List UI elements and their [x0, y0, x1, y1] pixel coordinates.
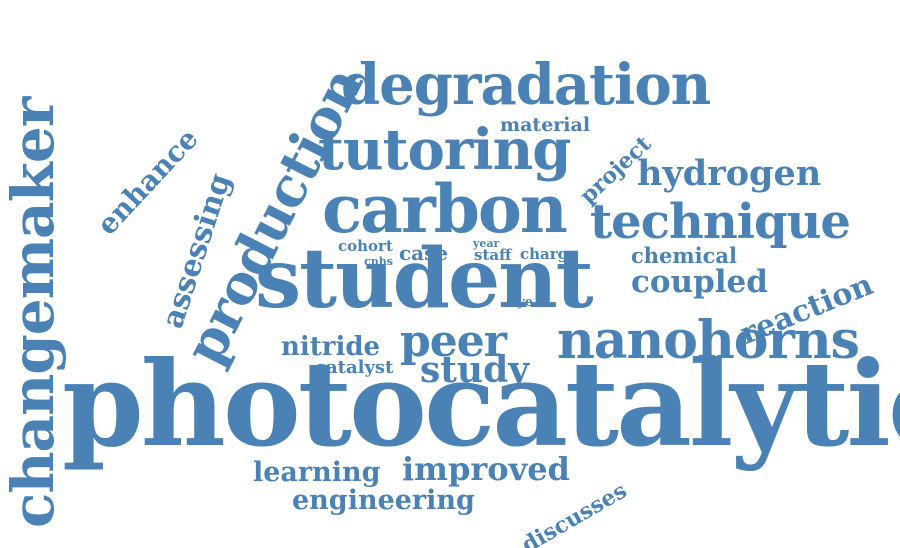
word-student: student: [255, 231, 594, 327]
word-chemical: chemical: [631, 243, 737, 268]
word-learning: learning: [253, 457, 381, 488]
word-charge: charge: [520, 245, 578, 263]
word-peer: peer: [400, 316, 507, 367]
word-engineering: engineering: [292, 485, 475, 516]
word-improved: improved: [402, 450, 570, 488]
word-staff: staff: [474, 246, 512, 264]
word-discusses: discusses: [517, 477, 632, 548]
word-carbon: carbon: [322, 170, 568, 248]
word-hydrogen: hydrogen: [637, 153, 822, 194]
word-cohort: cohort: [338, 237, 393, 255]
word-dye: dye: [508, 295, 533, 310]
word-material: material: [500, 114, 591, 136]
word-catalyst: catalyst: [315, 357, 394, 378]
word-case: case: [399, 241, 449, 265]
word-changemaker: changemaker: [0, 97, 67, 528]
word-nanohorns: nanohorns: [557, 310, 860, 371]
word-coupled: coupled: [631, 264, 768, 300]
word-photocatalytic: photocatalytic: [62, 335, 900, 473]
word-year: year: [473, 237, 500, 250]
word-technique: technique: [590, 194, 851, 250]
word-cnhs: cnhs: [364, 255, 393, 268]
word-tutoring: tutoring: [318, 117, 571, 183]
word-nitride: nitride: [281, 332, 381, 362]
word-degradation: degradation: [341, 52, 711, 118]
word-study: study: [420, 349, 530, 391]
